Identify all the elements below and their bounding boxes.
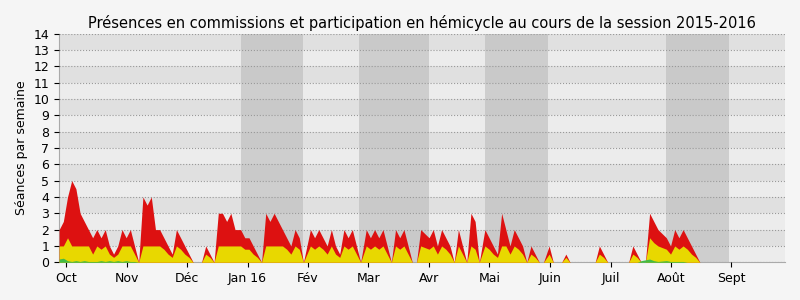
- Bar: [59, 34, 785, 50]
- Bar: [59, 99, 785, 115]
- Bar: [59, 230, 785, 246]
- Bar: [59, 115, 785, 132]
- Bar: [59, 181, 785, 197]
- Title: Présences en commissions et participation en hémicycle au cours de la session 20: Présences en commissions et participatio…: [88, 15, 756, 31]
- Bar: [59, 164, 785, 181]
- Bar: [59, 82, 785, 99]
- Bar: [666, 34, 729, 262]
- Bar: [59, 213, 785, 230]
- Y-axis label: Séances par semaine: Séances par semaine: [15, 81, 28, 215]
- Bar: [59, 50, 785, 66]
- Bar: [59, 132, 785, 148]
- Bar: [59, 246, 785, 262]
- Bar: [241, 34, 303, 262]
- Bar: [59, 148, 785, 164]
- Bar: [359, 34, 429, 262]
- Bar: [59, 197, 785, 213]
- Bar: [59, 66, 785, 82]
- Bar: [485, 34, 548, 262]
